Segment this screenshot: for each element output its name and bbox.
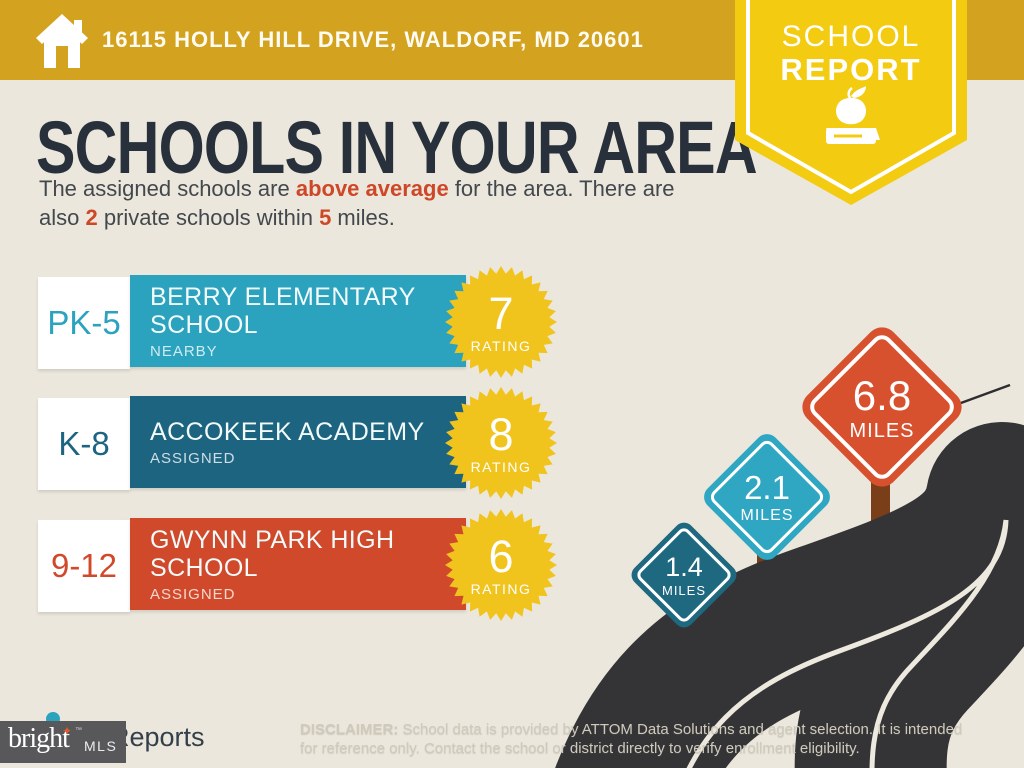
disclaimer-label: DISCLAIMER: — [300, 721, 399, 738]
school-bar: GWYNN PARK HIGH SCHOOL ASSIGNED — [130, 518, 466, 610]
school-row-berry-elementary: PK-5 BERRY ELEMENTARY SCHOOL NEARBY 7 RA… — [38, 265, 578, 379]
apple-on-book-icon — [826, 86, 880, 144]
disclaimer-text: DISCLAIMER: School data is provided by A… — [300, 720, 980, 758]
grade-range-badge: PK-5 — [38, 277, 130, 369]
subtitle-segment: The assigned schools are — [39, 176, 296, 201]
rating-starburst-badge: 8 RATING — [444, 386, 558, 500]
ribbon-title-line1: SCHOOL — [781, 20, 921, 53]
rating-label: RATING — [470, 458, 532, 475]
school-status: ASSIGNED — [150, 585, 236, 603]
subtitle-segment: private schools within — [97, 205, 320, 230]
rating-value: 7 — [488, 287, 514, 339]
distance-value: 6.8 — [852, 371, 912, 419]
grade-range-badge: K-8 — [38, 398, 130, 490]
disclaimer-line1: School data is provided by ATTOM Data So… — [398, 721, 963, 738]
subtitle-segment: for the area. There are — [448, 176, 675, 201]
page-title: SCHOOLS IN YOUR AREA — [36, 106, 758, 189]
subtitle-segment: also — [39, 205, 86, 230]
logo-mls-text: MLS — [84, 738, 118, 754]
bright-mls-logo: bright ✦ ™ MLS — [0, 721, 126, 763]
school-name: ACCOKEEK ACADEMY — [150, 417, 425, 446]
rating-starburst-badge: 7 RATING — [444, 265, 558, 379]
school-name: BERRY ELEMENTARY SCHOOL — [150, 282, 416, 339]
rating-label: RATING — [470, 337, 532, 354]
school-row-gwynn-park-high: 9-12 GWYNN PARK HIGH SCHOOL ASSIGNED 6 R… — [38, 508, 578, 622]
school-bar: BERRY ELEMENTARY SCHOOL NEARBY — [130, 275, 466, 367]
logo-wordmark: bright — [8, 723, 70, 754]
distance-unit: MILES — [661, 583, 706, 598]
property-address: 16115 HOLLY HILL DRIVE, WALDORF, MD 2060… — [102, 27, 644, 52]
rating-starburst-badge: 6 RATING — [444, 508, 558, 622]
distance-sign-2-1-miles: 2.1 MILES — [699, 429, 835, 565]
disclaimer-line2: for reference only. Contact the school o… — [300, 740, 860, 757]
subtitle-text: The assigned schools are above average f… — [39, 174, 675, 232]
rating-value: 6 — [488, 530, 514, 582]
home-icon — [36, 14, 88, 68]
school-report-ribbon: SCHOOL REPORT — [735, 0, 967, 205]
trademark-symbol: ™ — [75, 727, 82, 734]
distance-value: 1.4 — [665, 552, 703, 582]
distance-unit: MILES — [849, 419, 915, 442]
school-row-accokeek-academy: K-8 ACCOKEEK ACADEMY ASSIGNED 8 RATING — [38, 386, 578, 500]
distance-sign-6-8-miles: 6.8 MILES — [795, 320, 969, 494]
school-bar: ACCOKEEK ACADEMY ASSIGNED — [130, 396, 466, 488]
school-status: ASSIGNED — [150, 449, 236, 467]
distance-unit: MILES — [740, 507, 794, 524]
subtitle-highlight-count: 2 — [85, 205, 98, 230]
rating-label: RATING — [470, 580, 532, 597]
distance-value: 2.1 — [744, 469, 790, 506]
grade-range-badge: 9-12 — [38, 520, 130, 612]
rating-value: 8 — [488, 408, 514, 460]
subtitle-highlight-miles: 5 — [319, 205, 332, 230]
school-status: NEARBY — [150, 342, 218, 360]
school-name: GWYNN PARK HIGH SCHOOL — [150, 525, 395, 582]
subtitle-highlight-above-average: above average — [295, 176, 449, 201]
logo-star-icon: ✦ — [62, 724, 73, 738]
ribbon-title-line2: REPORT — [780, 52, 922, 87]
subtitle-segment: miles. — [331, 205, 395, 230]
